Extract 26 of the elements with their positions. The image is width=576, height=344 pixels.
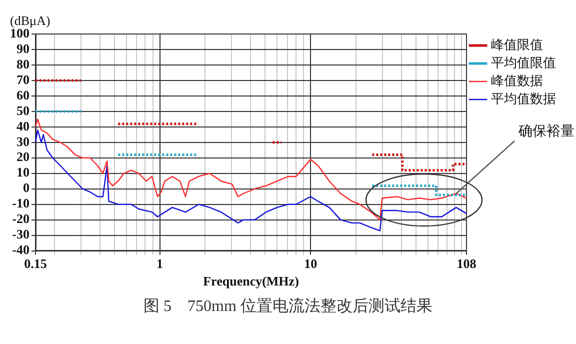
- legend-label: 峰值限值: [491, 38, 543, 53]
- x-tick-label: 0.15: [24, 256, 48, 271]
- y-tick-label: 10: [16, 164, 30, 180]
- y-tick-label: -10: [12, 196, 30, 211]
- y-tick-label: -30: [12, 226, 30, 242]
- legend-label: 峰值数据: [491, 74, 543, 89]
- x-tick-label: 10: [304, 256, 318, 271]
- y-tick-label: 80: [16, 56, 30, 72]
- y-tick-label: -40: [12, 242, 30, 258]
- y-tick-label: 50: [16, 102, 30, 118]
- y-tick-label: 60: [16, 87, 30, 102]
- x-tick-label: 108: [456, 256, 477, 271]
- y-tick-label: 70: [16, 72, 30, 87]
- y-tick-label: -20: [12, 211, 30, 226]
- y-tick-label: 40: [16, 118, 30, 134]
- x-tick-label: 1: [156, 256, 164, 271]
- legend-label: 平均值限值: [491, 56, 556, 71]
- text: 图 5 750mm 位置电流法整改后测试结果: [142, 296, 434, 317]
- annotation: 确保裕量: [518, 124, 574, 140]
- y-tick-label: 90: [16, 40, 30, 56]
- x-axis-title: Frequency(MHz): [203, 274, 299, 289]
- y-axis-title: (dBμA): [10, 12, 50, 28]
- legend-label: 平均值数据: [491, 92, 556, 107]
- y-tick-label: 20: [16, 149, 30, 164]
- y-tick-label: 0: [23, 180, 30, 196]
- y-tick-label: 30: [16, 134, 30, 149]
